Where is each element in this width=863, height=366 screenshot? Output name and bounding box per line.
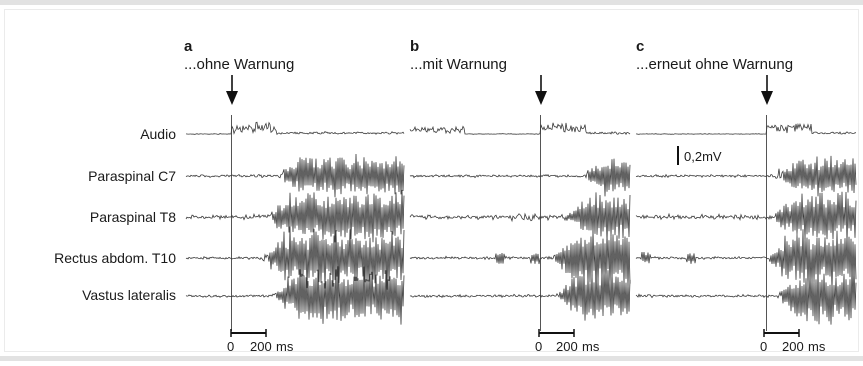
stimulus-arrows [226,75,773,105]
time-scale-zero-b: 0 [535,339,542,354]
panel-header-a: a ...ohne Warnung [184,38,294,73]
amplitude-scale-label: 0,2mV [684,149,722,164]
time-scale-c: 0 200 ms [760,329,826,354]
trace-c-paraspinal-t8 [635,191,857,244]
channel-label-audio: Audio [140,126,176,142]
panel-condition-c: ...erneut ohne Warnung [636,56,793,73]
trace-b-vastus-lateralis [409,269,631,321]
time-scale-unit-b: ms [582,339,600,354]
trace-c-paraspinal-c7 [635,155,857,197]
trace-a-paraspinal-c7 [185,153,405,198]
trace-c-rectus-abdom-t10 [635,229,857,291]
panel-header-c: c ...erneut ohne Warnung [636,38,793,73]
time-scale-unit-c: ms [808,339,826,354]
trace-b-rectus-abdom-t10 [409,230,631,288]
channel-label-rectus-abdom-t10: Rectus abdom. T10 [54,250,176,266]
stimulus-arrow-a [226,75,238,105]
stimulus-onset-lines [231,115,767,331]
trace-b-paraspinal-c7 [409,158,631,197]
trace-a-rectus-abdom-t10 [185,226,405,290]
panel-letter-c: c [636,38,644,55]
figure-frame [4,9,859,352]
trace-b-audio [409,122,631,136]
time-scale-b: 0 200 ms [535,329,600,354]
panel-header-b: b ...mit Warnung [410,38,507,73]
channel-labels: Audio Paraspinal C7 Paraspinal T8 Rectus… [54,126,176,303]
trace-b-paraspinal-t8 [409,192,631,243]
channel-label-paraspinal-t8: Paraspinal T8 [90,209,176,225]
time-scale-value-a: 200 [250,339,272,354]
emg-traces [185,121,857,325]
time-scale-value-c: 200 [782,339,804,354]
time-scale-zero-a: 0 [227,339,234,354]
panel-letter-a: a [184,38,193,55]
panel-condition-b: ...mit Warnung [410,56,507,73]
emg-traces-canvas: Audio Paraspinal C7 Paraspinal T8 Rectus… [54,38,857,354]
trace-a-vastus-lateralis [185,266,405,325]
time-scale-a: 0 200 ms [227,329,294,354]
trace-a-audio [185,121,405,136]
stimulus-arrow-b [535,75,547,105]
amplitude-scale-bar: 0,2mV [677,146,722,165]
trace-c-audio [635,122,857,135]
trace-c-vastus-lateralis [635,266,857,325]
channel-label-vastus-lateralis: Vastus lateralis [82,287,176,303]
channel-label-paraspinal-c7: Paraspinal C7 [88,168,176,184]
panel-condition-a: ...ohne Warnung [184,56,294,73]
stimulus-arrow-c [761,75,773,105]
time-scale-unit-a: ms [276,339,294,354]
trace-a-paraspinal-t8 [185,189,405,243]
panel-letter-b: b [410,38,419,55]
time-scale-value-b: 200 [556,339,578,354]
time-scale-zero-c: 0 [760,339,767,354]
